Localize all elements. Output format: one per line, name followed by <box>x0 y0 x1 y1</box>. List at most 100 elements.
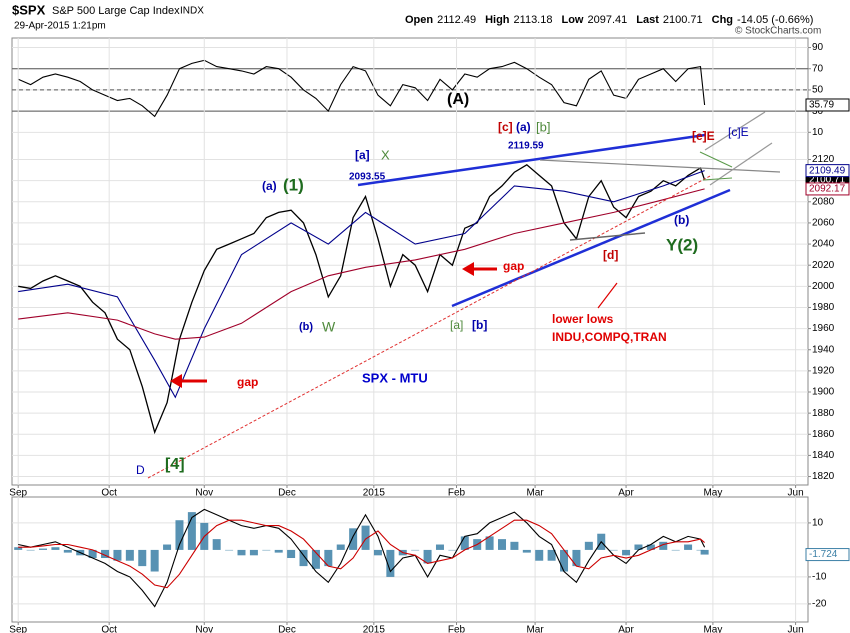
x-tick-label: Apr <box>618 488 634 499</box>
timestamp: 29-Apr-2015 1:21pm <box>14 21 106 32</box>
y-tick-label: 2120 <box>812 154 835 165</box>
value-tag: -1.724 <box>809 549 838 560</box>
x-tick-label: Feb <box>448 488 466 499</box>
histogram-bar <box>187 512 196 550</box>
arrow-head <box>462 262 474 276</box>
quote-value: 2097.41 <box>587 14 627 26</box>
histogram-bar <box>150 549 159 572</box>
annotation: [b] <box>472 318 487 332</box>
x-tick-label: 2015 <box>363 488 386 499</box>
quote-value: 2100.71 <box>663 14 703 26</box>
annotation: [b] <box>536 119 550 134</box>
quote-label: Open <box>405 14 433 26</box>
value-tag-box <box>805 548 850 562</box>
histogram-bar <box>435 544 444 550</box>
annotation: W <box>322 319 336 335</box>
y-tick-label: 2060 <box>812 218 835 229</box>
annotation: 2119.59 <box>508 141 544 152</box>
series-line <box>18 164 706 435</box>
series-line <box>18 188 705 340</box>
y-tick-label: 10 <box>812 518 824 529</box>
annotation: (A) <box>447 91 469 108</box>
trendline <box>539 159 781 173</box>
histogram-bar <box>101 549 110 559</box>
histogram-bar <box>522 549 531 553</box>
y-tick-label: 1960 <box>812 323 835 334</box>
y-tick-label: -10 <box>812 572 827 583</box>
x-tick-label: Sep <box>9 488 27 499</box>
histogram-bar <box>386 549 395 577</box>
annotation: (b) <box>299 321 313 333</box>
histogram-bar <box>547 549 556 561</box>
histogram-bar <box>510 541 519 550</box>
histogram-bar <box>696 549 705 551</box>
annotation: 2093.55 <box>349 172 386 183</box>
histogram-bar <box>560 549 569 572</box>
histogram-bar <box>212 539 221 550</box>
y-tick-label: 1920 <box>812 366 835 377</box>
histogram-bar <box>51 547 60 550</box>
value-tag: 35.79 <box>809 100 834 111</box>
histogram-bar <box>535 549 544 561</box>
annotation: [a] <box>450 318 463 332</box>
quote-label: Chg <box>712 14 733 26</box>
y-tick-label: 1820 <box>812 471 835 482</box>
annotation: X <box>381 147 390 162</box>
histogram-bar <box>609 549 618 551</box>
annotation: gap <box>237 375 258 389</box>
y-tick-label: 50 <box>812 85 824 96</box>
histogram-bar <box>113 549 122 561</box>
quote-label: Last <box>636 14 659 26</box>
histogram-bar <box>324 549 333 567</box>
annotation: lower lows <box>552 312 614 326</box>
annotation: (a) <box>516 120 531 134</box>
x-tick-label: Mar <box>526 488 544 499</box>
histogram-bar <box>299 549 308 567</box>
histogram-bar <box>584 541 593 550</box>
x-tick-label: Feb <box>448 625 466 633</box>
histogram-bar <box>311 549 320 569</box>
histogram-bar <box>622 549 631 556</box>
trendline <box>357 133 706 187</box>
histogram-bar <box>39 548 48 550</box>
histogram-bar <box>88 549 97 559</box>
histogram-bar <box>225 549 234 551</box>
value-tag-box <box>805 98 850 112</box>
value-tag-box <box>805 164 850 178</box>
series-line <box>17 59 706 118</box>
histogram-bar <box>448 549 457 551</box>
annotation: [e]E <box>692 129 715 143</box>
x-tick-label: Mar <box>526 625 544 633</box>
annotation: SPX - MTU <box>362 370 428 385</box>
annotation: D <box>136 463 145 477</box>
series-line <box>18 170 705 399</box>
symbol: $SPX <box>12 2 46 17</box>
histogram-bar <box>336 544 345 550</box>
quote-label: Low <box>561 14 583 26</box>
x-tick-label: Nov <box>195 488 213 499</box>
histogram-bar <box>249 549 258 556</box>
x-tick-label: May <box>703 488 722 499</box>
histogram-bar <box>498 539 507 550</box>
annotation: (b) <box>674 213 689 227</box>
histogram-bar <box>26 549 35 551</box>
y-tick-label: 1940 <box>812 344 835 355</box>
histogram-bar <box>671 549 680 551</box>
x-tick-label: Apr <box>618 625 634 633</box>
trendline <box>702 177 733 181</box>
trendline <box>569 232 646 241</box>
annotation: Y(2) <box>666 235 698 254</box>
quote-value: 2112.49 <box>437 14 476 26</box>
histogram-bar <box>411 549 420 551</box>
source: © StockCharts.com <box>735 26 821 37</box>
index-name: S&P 500 Large Cap Index <box>52 5 180 17</box>
histogram-bar <box>684 544 693 550</box>
histogram-bar <box>646 544 655 550</box>
histogram-bar <box>63 549 72 553</box>
trendline <box>704 111 766 151</box>
histogram-bar <box>349 528 358 550</box>
histogram-bar <box>274 549 283 553</box>
annotation: INDU,COMPQ,TRAN <box>552 330 667 344</box>
annotation: [c]E <box>728 125 749 139</box>
